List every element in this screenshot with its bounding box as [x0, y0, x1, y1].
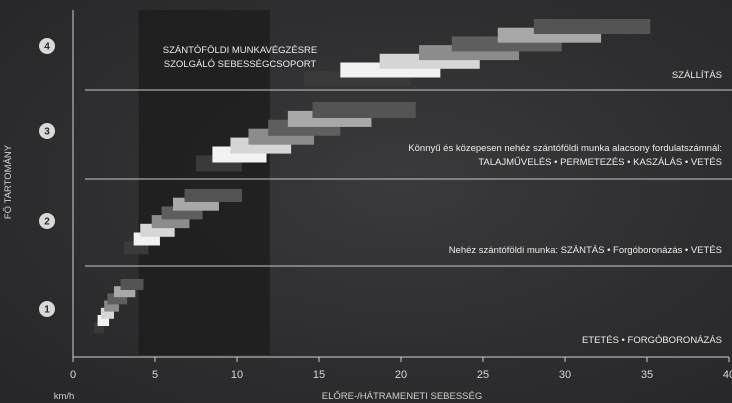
- x-tick-label: 20: [395, 369, 407, 381]
- x-axis-unit: km/h: [54, 391, 75, 402]
- band-annotation: ETETÉS • FORGÓBORONÁZÁS: [582, 335, 722, 346]
- band-annotation: Könnyű és közepesen nehéz szántóföldi mu…: [408, 143, 722, 154]
- x-axis-title: ELŐRE-/HÁTRAMENETI SEBESSÉG: [322, 391, 482, 402]
- gear-bar: [107, 293, 128, 305]
- x-tick-label: 35: [641, 369, 653, 381]
- band-number-badge: [39, 38, 55, 54]
- gear-bar: [312, 102, 416, 118]
- gear-bar: [533, 19, 651, 34]
- band-annotation: Nehéz szántóföldi munka: SZÁNTÁS • Forgó…: [449, 245, 722, 256]
- x-tick-label: 5: [152, 369, 158, 381]
- gear-bar: [97, 315, 110, 326]
- gear-bar: [184, 189, 242, 202]
- band-number-badge: [39, 213, 55, 229]
- x-tick-label: 15: [313, 369, 325, 381]
- band-number-badge: [39, 123, 55, 139]
- y-axis-title: FŐ TARTOMÁNY: [3, 144, 14, 219]
- x-tick-label: 40: [723, 369, 732, 381]
- band-annotation: SZÁLLÍTÁS: [672, 70, 722, 81]
- x-tick-label: 25: [477, 369, 489, 381]
- x-tick-label: 10: [231, 369, 243, 381]
- gear-bar: [114, 286, 136, 298]
- field-work-speed-zone: [138, 10, 270, 355]
- highlight-label-line-1: SZÁNTÓFÖLDI MUNKAVÉGZÉSRE: [163, 45, 317, 56]
- band-number: 3: [44, 127, 50, 138]
- x-tick-label: 30: [559, 369, 571, 381]
- gear-bar: [104, 300, 119, 312]
- band-number: 1: [44, 305, 50, 316]
- band-number-badge: [39, 301, 55, 317]
- band-number: 4: [44, 42, 50, 53]
- gear-bar: [120, 279, 144, 290]
- highlight-label-line-2: SZOLGÁLÓ SEBESSÉGCSOPORT: [164, 59, 317, 70]
- x-tick-label: 0: [70, 369, 76, 381]
- gear-bar: [94, 322, 105, 334]
- gear-bar: [100, 307, 114, 319]
- band-annotation: TALAJMŰVELÉS • PERMETEZÉS • KASZÁLÁS • V…: [478, 157, 722, 168]
- band-number: 2: [44, 217, 50, 228]
